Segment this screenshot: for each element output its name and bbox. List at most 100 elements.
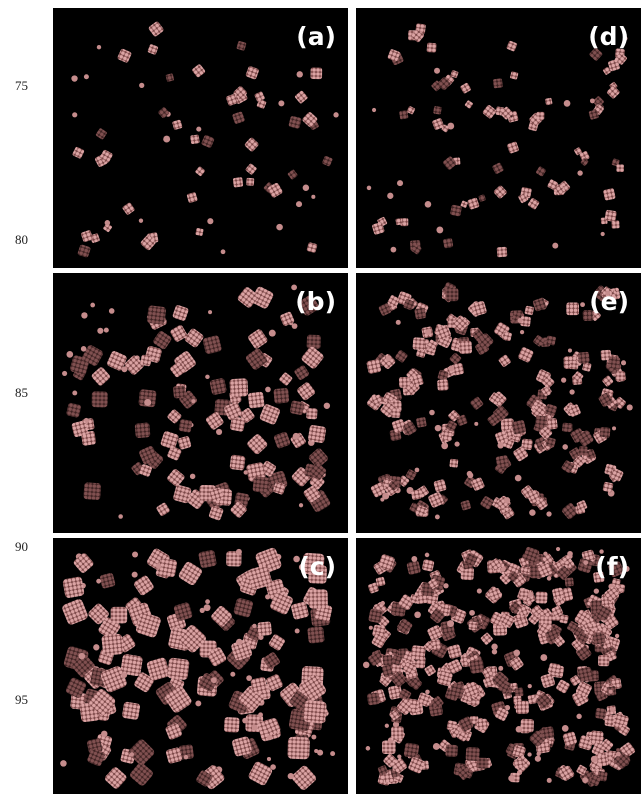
single-sphere — [190, 474, 195, 479]
single-sphere — [564, 100, 571, 107]
single-sphere — [429, 410, 435, 416]
single-sphere — [583, 560, 588, 565]
particle — [469, 659, 484, 674]
particle — [611, 220, 619, 228]
panels: (a)(b)(c)(d)(e)(f) — [53, 8, 641, 794]
single-sphere — [477, 588, 482, 593]
particle — [414, 307, 426, 319]
particle — [450, 205, 462, 217]
particle — [391, 726, 404, 739]
particle — [445, 288, 458, 301]
particle — [122, 701, 141, 720]
single-sphere — [577, 170, 582, 175]
single-sphere — [367, 186, 371, 190]
single-sphere — [615, 634, 619, 638]
particle — [433, 106, 442, 115]
particle — [307, 335, 321, 349]
single-sphere — [561, 377, 566, 382]
particle — [579, 446, 588, 455]
single-sphere — [303, 185, 309, 191]
single-sphere — [195, 700, 201, 706]
single-sphere — [363, 662, 370, 669]
single-sphere — [369, 626, 373, 630]
single-sphere — [265, 387, 271, 393]
line-number: 80 — [15, 232, 28, 247]
particle — [615, 371, 625, 381]
single-sphere — [299, 503, 303, 507]
single-sphere — [468, 472, 474, 478]
single-sphere — [508, 775, 514, 781]
single-sphere — [296, 201, 302, 207]
single-sphere — [434, 68, 440, 74]
single-sphere — [435, 515, 440, 520]
particle — [570, 361, 579, 370]
line-number: 95 — [15, 692, 28, 707]
particle — [536, 112, 544, 120]
single-sphere — [252, 725, 258, 731]
single-sphere — [425, 553, 430, 558]
single-sphere — [366, 746, 371, 751]
single-sphere — [425, 690, 429, 694]
single-sphere — [546, 511, 551, 516]
particle — [566, 303, 579, 316]
panel: (c) — [53, 538, 348, 794]
single-sphere — [414, 611, 421, 618]
single-sphere — [433, 743, 440, 750]
single-sphere — [381, 601, 385, 605]
particle — [111, 607, 128, 624]
single-sphere — [72, 112, 77, 117]
single-sphere — [386, 355, 392, 361]
single-sphere — [474, 422, 478, 426]
single-sphere — [385, 724, 389, 728]
particle — [476, 719, 488, 731]
single-sphere — [324, 403, 330, 409]
single-sphere — [547, 576, 552, 581]
single-sphere — [109, 308, 115, 314]
single-sphere — [590, 98, 595, 103]
single-sphere — [236, 639, 243, 646]
single-sphere — [205, 375, 209, 379]
panel: (a) — [53, 8, 348, 268]
particle — [190, 134, 200, 144]
single-sphere — [139, 83, 144, 88]
single-sphere — [448, 365, 454, 371]
particle — [516, 701, 529, 714]
single-sphere — [196, 127, 201, 132]
particle — [468, 621, 477, 630]
particle — [541, 726, 554, 739]
particle — [382, 740, 396, 754]
single-sphere — [71, 75, 77, 81]
single-sphere — [230, 672, 235, 677]
particle — [167, 657, 190, 680]
single-sphere — [101, 731, 107, 737]
single-sphere — [191, 399, 195, 403]
particle — [493, 78, 503, 88]
single-sphere — [93, 644, 99, 650]
particle — [413, 337, 426, 350]
particle — [308, 425, 327, 444]
single-sphere — [265, 594, 270, 599]
single-sphere — [547, 778, 552, 783]
single-sphere — [627, 404, 633, 410]
single-sphere — [252, 624, 256, 628]
panel-label: (b) — [295, 287, 336, 316]
single-sphere — [441, 442, 448, 449]
single-sphere — [514, 650, 521, 657]
single-sphere — [443, 583, 448, 588]
single-sphere — [594, 588, 599, 593]
single-sphere — [72, 391, 77, 396]
single-sphere — [62, 371, 67, 376]
single-sphere — [96, 579, 101, 584]
single-sphere — [297, 71, 303, 77]
particle — [250, 677, 268, 695]
single-sphere — [562, 725, 569, 732]
particle — [198, 549, 217, 568]
single-sphere — [122, 672, 128, 678]
particle — [101, 633, 123, 655]
single-sphere — [258, 712, 263, 717]
single-sphere — [568, 348, 572, 352]
particle — [437, 379, 449, 391]
single-sphere — [144, 399, 151, 406]
single-sphere — [293, 433, 299, 439]
single-sphere — [311, 195, 315, 199]
